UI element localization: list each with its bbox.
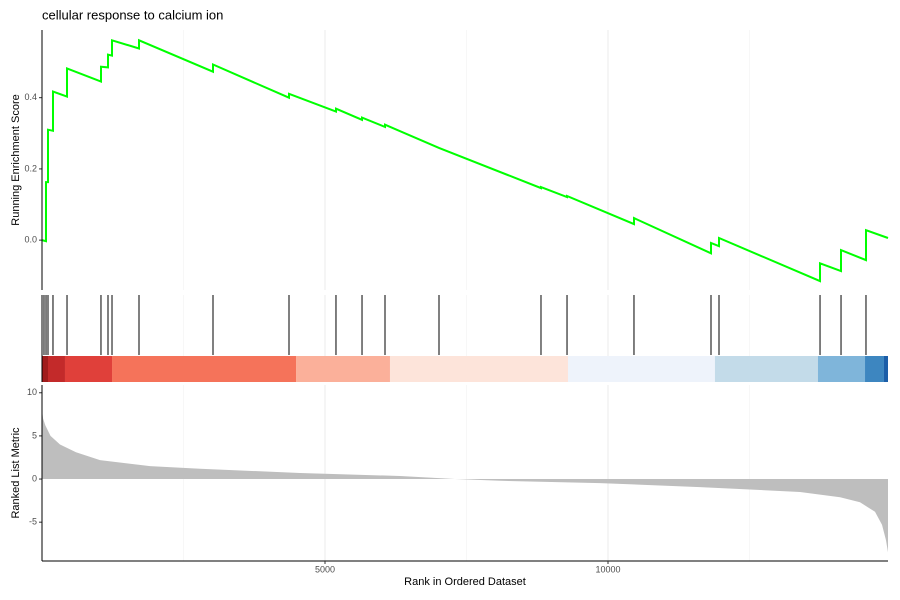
y-tick-label: 0 xyxy=(32,473,37,483)
color-band xyxy=(64,356,113,382)
color-band xyxy=(865,356,884,382)
ranked-metric-area xyxy=(42,410,888,553)
y-tick-label: 5 xyxy=(32,430,37,440)
y-tick-label: 0.2 xyxy=(24,163,37,173)
y-tick-label: 0.0 xyxy=(24,235,37,245)
color-band xyxy=(296,356,390,382)
color-band xyxy=(817,356,866,382)
x-tick-label: 5000 xyxy=(315,564,335,574)
color-band xyxy=(714,356,818,382)
color-band xyxy=(112,356,297,382)
x-tick-label: 10000 xyxy=(595,564,620,574)
y-axis-title: Ranked List Metric xyxy=(10,427,22,519)
color-band xyxy=(42,356,48,382)
x-axis-title: Rank in Ordered Dataset xyxy=(404,576,526,588)
y-tick-label: -5 xyxy=(29,517,37,527)
y-tick-label: 0.4 xyxy=(24,92,37,102)
color-band xyxy=(389,356,568,382)
color-band xyxy=(883,356,888,382)
y-axis-title: Running Enrichment Score xyxy=(10,94,22,225)
color-band xyxy=(47,356,65,382)
color-band xyxy=(567,356,715,382)
running-score-line xyxy=(41,38,889,283)
chart-title: cellular response to calcium ion xyxy=(42,7,223,22)
y-tick-label: 10 xyxy=(27,387,37,397)
